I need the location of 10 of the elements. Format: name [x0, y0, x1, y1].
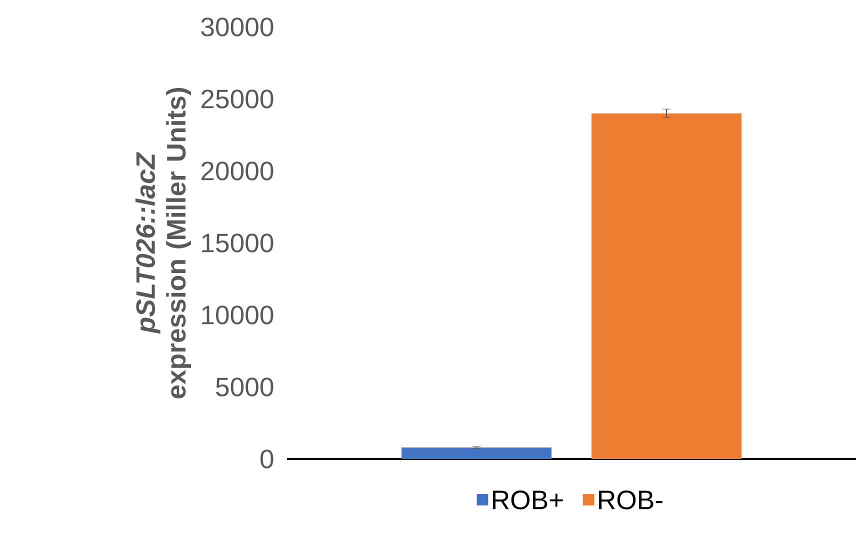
y-tick-label: 30000 — [201, 18, 274, 36]
y-tick-label: 10000 — [202, 306, 274, 324]
legend-label: ROB- — [599, 490, 662, 510]
y-tick-label: 20000 — [201, 162, 274, 180]
y-tick-label: 0 — [260, 450, 274, 468]
y-tick-label: 5000 — [216, 378, 274, 396]
y-tick-label: 15000 — [202, 234, 274, 252]
y-axis-title: pSLT026::lacZ expression (Miller Units) — [135, 88, 191, 398]
legend-label: ROB+ — [493, 490, 563, 510]
y-tick-label: 25000 — [201, 90, 274, 108]
